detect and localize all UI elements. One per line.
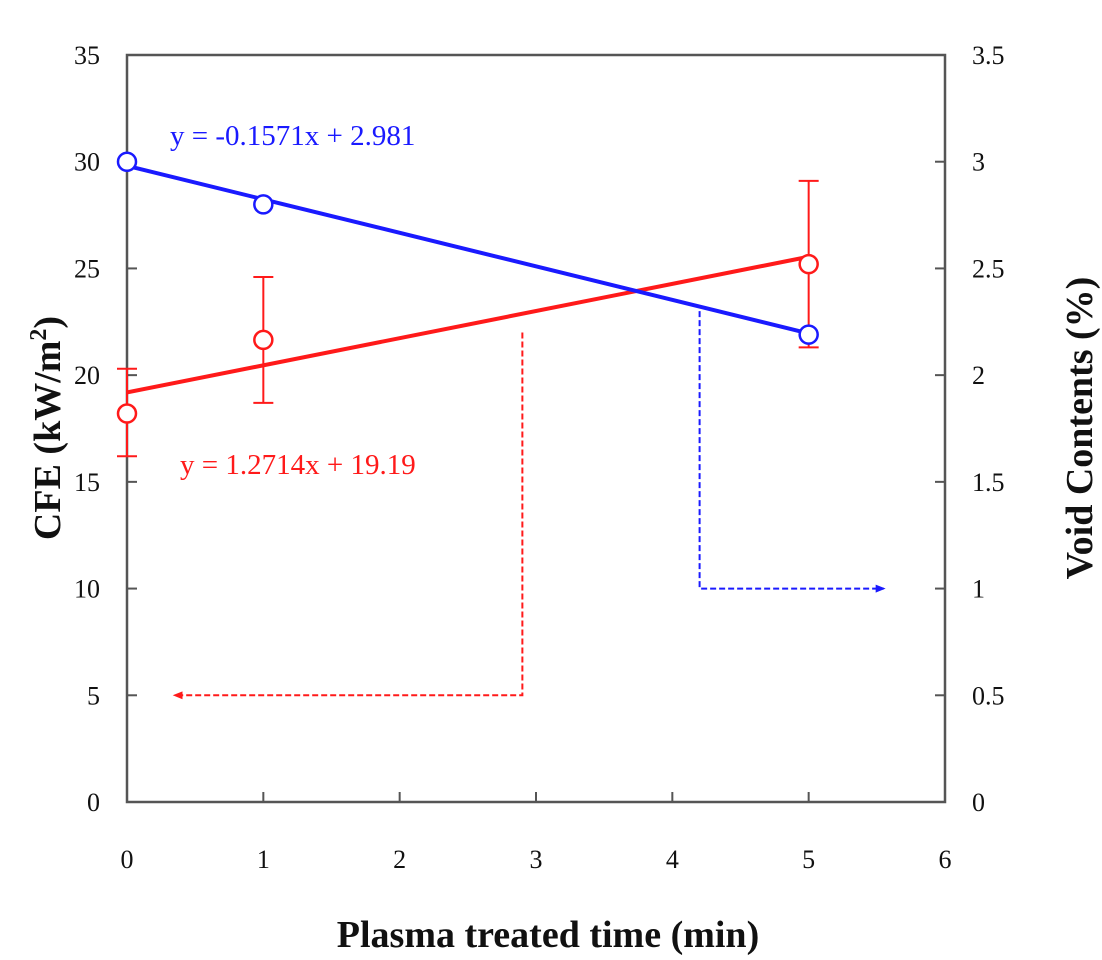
y-right-tick-label: 2.5 — [972, 254, 1005, 283]
series-cfe — [116, 179, 819, 458]
cfe-axis-arrow — [172, 332, 524, 700]
x-tick-label: 1 — [257, 845, 270, 874]
data-point — [116, 403, 138, 424]
trendline-void-contents — [126, 163, 810, 336]
y-right-tick-label: 1 — [972, 575, 985, 604]
y-right-tick-label: 1.5 — [972, 468, 1005, 497]
y-left-tick-label: 15 — [74, 468, 100, 497]
void-axis-arrow — [698, 311, 886, 593]
data-point — [253, 329, 274, 351]
x-tick-label: 5 — [802, 845, 815, 874]
y-left-tick-label: 10 — [74, 575, 100, 604]
trendline-equation-cfe: y = 1.2714x + 19.19 — [180, 449, 416, 481]
data-point — [798, 324, 819, 345]
y-left-tick-label: 25 — [74, 254, 100, 283]
y-right-tick-label: 0.5 — [972, 681, 1005, 710]
y-left-tick-label: 20 — [74, 361, 100, 390]
y-right-axis-title: Void Contents (%) — [1059, 277, 1101, 580]
y-left-tick-label: 35 — [74, 41, 100, 70]
y-left-tick-label: 0 — [87, 788, 100, 817]
data-point — [253, 194, 274, 215]
series-layer — [116, 151, 819, 458]
data-point — [798, 253, 819, 275]
y-right-tick-label: 3 — [972, 148, 985, 177]
x-axis-ticks: 0 1 2 3 4 5 6 — [121, 792, 952, 874]
x-tick-label: 2 — [393, 845, 406, 874]
trendline-cfe — [126, 254, 810, 395]
y-left-tick-label: 30 — [74, 148, 100, 177]
trendline-equation-void: y = -0.1571x + 2.981 — [170, 120, 415, 152]
y-right-axis-ticks: 0 0.5 1 1.5 2 2.5 3 3.5 — [935, 41, 1005, 817]
y-right-tick-label: 3.5 — [972, 41, 1005, 70]
x-axis-title: Plasma treated time (min) — [337, 914, 759, 956]
x-tick-label: 0 — [121, 845, 134, 874]
data-point — [116, 151, 138, 172]
y-left-axis-ticks: 0 5 10 15 20 25 30 35 — [74, 41, 137, 817]
y-right-tick-label: 0 — [972, 788, 985, 817]
y-left-axis-title-superscript: 2 — [26, 329, 52, 341]
y-left-axis-title-main: CFE (kW/m — [27, 341, 69, 541]
annotation-arrows — [172, 311, 886, 700]
y-left-axis-title-tail: ) — [27, 316, 69, 329]
x-tick-label: 3 — [530, 845, 543, 874]
plot-frame — [125, 53, 947, 804]
x-tick-label: 6 — [939, 845, 952, 874]
series-void-contents — [116, 151, 819, 345]
y-left-tick-label: 5 — [87, 681, 100, 710]
y-left-axis-title: CFE (kW/m2) — [26, 316, 69, 540]
x-tick-label: 4 — [666, 845, 679, 874]
y-right-tick-label: 2 — [972, 361, 985, 390]
